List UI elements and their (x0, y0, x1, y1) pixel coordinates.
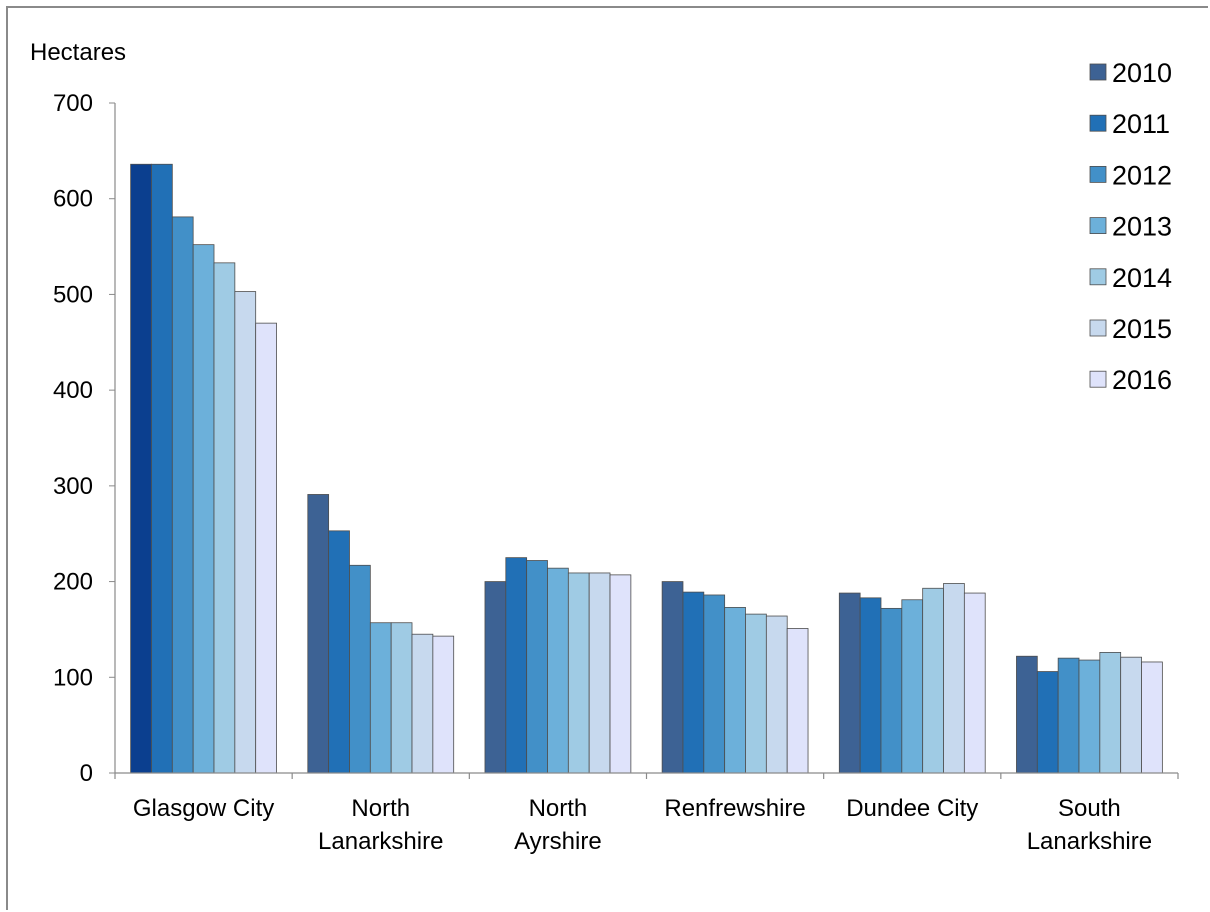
y-tick-label: 100 (53, 664, 93, 691)
x-category-label: Glasgow City (133, 795, 274, 822)
bar-2010-0 (130, 163, 152, 774)
bar-2013-0 (192, 244, 215, 774)
bar-2011-0 (151, 163, 173, 774)
bar-2013-4 (901, 599, 924, 774)
legend-swatch (1089, 114, 1107, 132)
y-tick-label: 500 (53, 281, 93, 308)
legend-label: 2012 (1112, 160, 1172, 190)
bar-2014-2 (567, 572, 590, 774)
y-tick-label: 200 (53, 569, 93, 596)
y-tick-label: 300 (53, 473, 93, 500)
bar-2010-2 (484, 581, 507, 774)
bar-2016-2 (609, 574, 632, 774)
bar-2014-5 (1099, 652, 1122, 774)
x-category-label: South (1058, 795, 1121, 822)
bar-2011-2 (505, 557, 528, 774)
bar-2016-1 (432, 635, 455, 774)
bar-2010-1 (307, 494, 330, 774)
legend-swatch (1089, 370, 1107, 388)
bar-2010-3 (661, 581, 684, 774)
axes (114, 103, 1179, 779)
x-axis-labels: Glasgow City North Lanarkshire North Ayrshir… (133, 795, 1152, 855)
legend-label: 2016 (1112, 365, 1172, 395)
x-category-label: Dundee City (846, 795, 978, 822)
bar-2015-0 (234, 291, 257, 774)
bar-2012-1 (349, 564, 371, 774)
bar-2015-2 (588, 572, 611, 774)
y-axis-label: Hectares (30, 39, 126, 66)
y-axis-ticks: 0 100 200 300 400 500 600 700 (53, 90, 115, 787)
bar-2015-3 (765, 615, 788, 774)
bar-2016-3 (786, 628, 809, 774)
x-category-label: Ayrshire (514, 828, 602, 855)
bar-2016-5 (1141, 661, 1163, 774)
legend-swatch (1089, 268, 1107, 286)
x-category-label: Lanarkshire (318, 828, 443, 855)
bar-2012-4 (880, 607, 903, 774)
bar-2014-1 (390, 622, 413, 774)
bar-2013-1 (369, 622, 392, 774)
legend-swatch (1089, 319, 1107, 337)
bar-2011-3 (682, 591, 705, 774)
legend-label: 2011 (1112, 109, 1170, 139)
y-tick-label: 400 (53, 377, 93, 404)
legend-label: 2014 (1112, 263, 1172, 293)
bar-2012-2 (526, 560, 548, 774)
bar-2016-0 (255, 322, 277, 774)
bar-2011-5 (1036, 671, 1059, 774)
bar-2013-5 (1078, 659, 1101, 774)
bars (130, 163, 1163, 774)
legend-swatch (1089, 63, 1107, 81)
bar-2014-4 (922, 587, 944, 774)
y-tick-label: 600 (53, 186, 93, 213)
bar-2013-3 (724, 607, 746, 774)
legend-label: 2013 (1112, 212, 1172, 242)
bar-2012-5 (1057, 657, 1080, 774)
bar-2016-4 (963, 592, 986, 774)
bar-2010-5 (1016, 655, 1038, 774)
legend-label: 2010 (1112, 58, 1172, 88)
legend-label: 2015 (1112, 314, 1172, 344)
x-category-label: North (351, 795, 410, 822)
bar-2013-2 (547, 567, 569, 774)
bar-2014-3 (745, 613, 767, 774)
bar-2015-4 (943, 583, 965, 774)
bar-2011-4 (859, 597, 882, 774)
legend-swatch (1089, 165, 1107, 183)
bar-2012-3 (703, 594, 726, 774)
bar-2010-4 (838, 592, 861, 774)
y-tick-label: 0 (80, 760, 93, 787)
bar-2011-1 (328, 530, 350, 774)
bar-2014-0 (213, 262, 236, 774)
bar-2012-0 (171, 216, 194, 774)
bar-2015-1 (411, 633, 434, 774)
chart-frame (6, 6, 1208, 910)
x-category-label: North (529, 795, 588, 822)
legend: 2010 2011 2012 2013 2014 2015 2016 (1089, 58, 1172, 395)
x-category-label: Lanarkshire (1027, 828, 1152, 855)
x-category-label: Renfrewshire (664, 795, 805, 822)
bar-2015-5 (1120, 656, 1142, 774)
legend-swatch (1089, 217, 1107, 235)
y-tick-label: 700 (53, 90, 93, 117)
